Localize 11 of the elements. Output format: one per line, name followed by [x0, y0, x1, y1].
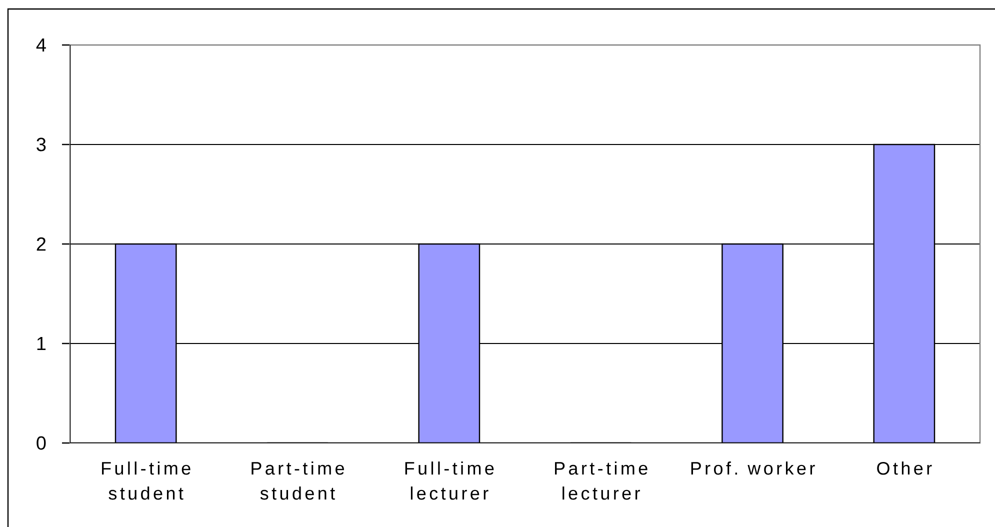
- x-tick-label: Full-time student: [102, 462, 190, 500]
- y-tick-label: 0: [36, 436, 46, 450]
- x-tick-label: Part-time student: [252, 462, 344, 500]
- x-tick-label: Other: [877, 462, 932, 475]
- y-tick-label: 3: [36, 138, 46, 152]
- y-tick-label: 1: [37, 336, 46, 350]
- y-tick-label: 2: [36, 237, 46, 251]
- x-tick-label: Part-time lecturer: [555, 462, 648, 500]
- x-tick-label: Prof. worker: [691, 462, 815, 475]
- x-tick-label: Full-time lecturer: [405, 462, 494, 500]
- y-tick-label: 4: [36, 38, 46, 52]
